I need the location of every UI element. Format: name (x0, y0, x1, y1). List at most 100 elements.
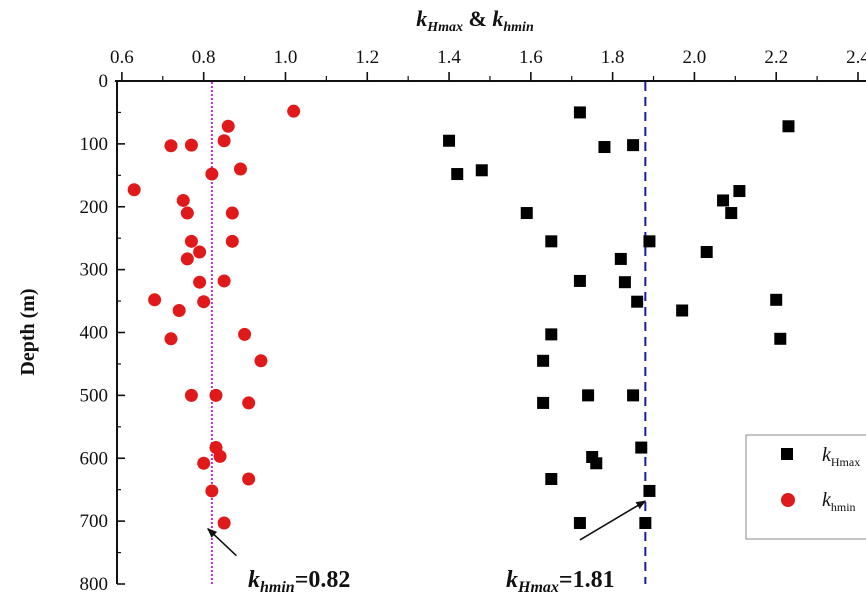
y-tick-label: 300 (80, 260, 109, 281)
point-hmax (545, 472, 558, 485)
point-hmin (221, 119, 235, 133)
point-hmin (197, 295, 211, 309)
point-hmin (225, 234, 239, 248)
point-hmax (475, 164, 488, 177)
point-hmin (193, 275, 207, 289)
y-tick-label: 200 (80, 197, 109, 218)
point-hmin (242, 472, 256, 486)
point-hmin (193, 245, 207, 259)
x-tick-label: 1.0 (274, 47, 298, 68)
x-tick-label: 0.8 (192, 47, 216, 68)
y-tick-label: 600 (80, 448, 109, 469)
y-axis-label: Depth (m) (17, 288, 39, 375)
legend-marker-hmin (781, 493, 795, 507)
point-hmin (172, 303, 186, 317)
point-hmax (782, 120, 795, 133)
point-hmax (537, 396, 550, 409)
data-points (127, 104, 795, 530)
point-hmax (520, 207, 533, 220)
annotation-hmax: kHmax=1.81 (506, 567, 615, 594)
point-hmin (287, 104, 301, 118)
point-hmax (631, 295, 644, 308)
reference-lines (210, 82, 647, 584)
y-tick-label: 700 (80, 511, 109, 532)
point-hmin (217, 134, 231, 148)
y-tick-label: 100 (80, 134, 109, 155)
point-hmin (217, 274, 231, 288)
point-hmax (627, 139, 640, 152)
point-hmax (717, 194, 730, 207)
point-hmax (639, 517, 652, 530)
point-hmax (618, 276, 631, 289)
point-hmax (725, 207, 738, 220)
chart-title: kHmax & khmin (416, 6, 534, 35)
point-hmax (537, 354, 550, 367)
annotation-arrow-hmin (207, 527, 237, 557)
point-hmin (180, 252, 194, 266)
point-hmax (627, 389, 640, 402)
point-hmin (213, 449, 227, 463)
x-ticks: 0.6 0.8 1.0 1.2 1.4 1.6 1.8 2.0 2.2 2.4 (110, 47, 866, 81)
point-hmin (209, 388, 223, 402)
point-hmax (733, 185, 746, 198)
point-hmax (643, 484, 656, 497)
annotations: khmin=0.82 kHmax=1.81 (207, 500, 647, 594)
point-hmin (238, 327, 252, 341)
annotation-hmin: khmin=0.82 (248, 567, 350, 594)
y-tick-label: 0 (99, 71, 109, 92)
point-hmin (242, 396, 256, 410)
y-tick-label: 400 (80, 323, 109, 344)
legend-box (745, 434, 866, 540)
point-hmin (184, 234, 198, 248)
x-tick-label: 2.0 (683, 47, 707, 68)
point-hmin (176, 193, 190, 207)
point-hmax (590, 457, 603, 470)
point-hmin (205, 484, 219, 498)
x-tick-label: 0.6 (110, 47, 134, 68)
point-hmin (164, 332, 178, 346)
y-tick-label: 800 (80, 574, 109, 594)
y-ticks: 0 100 200 300 400 500 600 700 800 (80, 71, 125, 594)
point-hmax (545, 235, 558, 248)
point-hmin (217, 516, 231, 530)
point-hmax (451, 168, 464, 181)
point-hmax (573, 274, 586, 287)
point-hmax (676, 304, 689, 317)
point-hmin (254, 354, 268, 368)
x-tick-label: 1.4 (437, 47, 461, 68)
x-tick-label: 2.4 (846, 47, 866, 68)
x-tick-label: 1.6 (519, 47, 543, 68)
point-hmax (443, 134, 456, 147)
point-hmax (770, 293, 783, 306)
point-hmax (614, 252, 627, 265)
point-hmax (774, 332, 787, 345)
point-hmax (635, 441, 648, 454)
legend-marker-hmax (781, 448, 793, 460)
point-hmax (545, 328, 558, 341)
point-hmin (184, 138, 198, 152)
point-hmax (573, 106, 586, 119)
point-hmin (180, 206, 194, 220)
point-hmin (205, 167, 219, 181)
point-hmin (184, 388, 198, 402)
point-hmin (127, 183, 141, 197)
point-hmax (573, 517, 586, 530)
point-hmax (643, 235, 656, 248)
y-tick-label: 500 (80, 385, 109, 406)
point-hmin (164, 139, 178, 153)
x-tick-label: 1.8 (601, 47, 625, 68)
point-hmax (700, 246, 713, 259)
legend-label-hmin: khmin (822, 489, 856, 514)
point-hmax (598, 141, 611, 154)
point-hmin (225, 206, 239, 220)
legend-label-hmax: kHmax (822, 444, 860, 469)
point-hmin (148, 293, 162, 307)
annotation-arrow-hmax (579, 500, 647, 541)
point-hmin (197, 456, 211, 470)
x-tick-label: 1.2 (355, 47, 379, 68)
point-hmax (582, 389, 595, 402)
point-hmin (233, 162, 247, 176)
legend: kHmax khmin (745, 434, 866, 540)
x-tick-label: 2.2 (764, 47, 788, 68)
